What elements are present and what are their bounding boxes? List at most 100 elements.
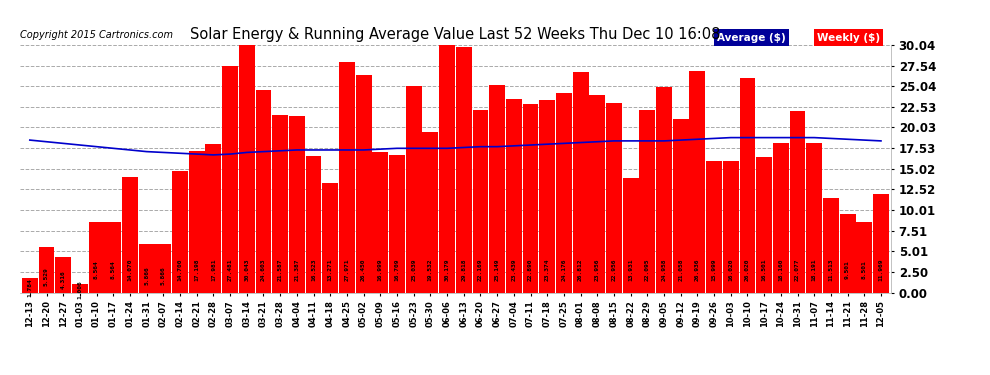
Bar <box>355 75 371 292</box>
Bar <box>773 143 789 292</box>
Bar <box>105 222 121 292</box>
Text: 27.971: 27.971 <box>345 258 349 280</box>
Bar <box>589 95 605 292</box>
Bar <box>239 45 254 292</box>
Text: 17.981: 17.981 <box>211 258 216 280</box>
Bar <box>823 198 839 292</box>
Text: 16.999: 16.999 <box>378 258 383 280</box>
Text: 18.160: 18.160 <box>778 258 783 280</box>
Text: 22.095: 22.095 <box>644 258 649 280</box>
Bar <box>506 99 522 292</box>
Bar <box>623 178 639 292</box>
Text: 17.198: 17.198 <box>194 258 199 280</box>
Text: 23.439: 23.439 <box>511 258 517 280</box>
Bar <box>272 115 288 292</box>
Text: 21.058: 21.058 <box>678 258 683 280</box>
Bar <box>840 214 855 292</box>
Bar <box>55 257 71 292</box>
Bar <box>72 284 88 292</box>
Text: 11.513: 11.513 <box>829 258 834 280</box>
Text: 13.271: 13.271 <box>328 258 333 280</box>
Text: 27.481: 27.481 <box>228 258 233 280</box>
Bar <box>656 87 672 292</box>
Text: 24.958: 24.958 <box>661 258 666 280</box>
Bar <box>572 72 588 292</box>
Bar <box>873 194 889 292</box>
Bar <box>22 278 38 292</box>
Text: 4.316: 4.316 <box>60 271 65 290</box>
Bar <box>556 93 572 292</box>
Bar <box>640 111 655 292</box>
Text: 22.169: 22.169 <box>478 258 483 280</box>
Text: 5.529: 5.529 <box>44 267 49 286</box>
Bar <box>172 171 188 292</box>
Bar <box>523 104 539 292</box>
Text: 26.812: 26.812 <box>578 258 583 280</box>
Bar <box>455 47 471 292</box>
Text: 18.191: 18.191 <box>812 258 817 280</box>
Text: 1.006: 1.006 <box>77 280 82 299</box>
Text: 25.149: 25.149 <box>495 258 500 280</box>
Text: 1.784: 1.784 <box>28 278 33 297</box>
Bar <box>139 244 154 292</box>
Bar <box>723 160 739 292</box>
Text: 23.956: 23.956 <box>595 258 600 280</box>
Text: 16.523: 16.523 <box>311 258 316 280</box>
Bar <box>323 183 339 292</box>
Text: Average ($): Average ($) <box>717 33 785 42</box>
Bar <box>790 111 806 292</box>
Text: 22.956: 22.956 <box>612 258 617 280</box>
Bar <box>472 110 488 292</box>
Text: 16.709: 16.709 <box>394 258 400 280</box>
Text: 16.501: 16.501 <box>761 258 766 280</box>
Text: 15.999: 15.999 <box>712 258 717 280</box>
Bar <box>206 144 222 292</box>
Bar <box>389 155 405 292</box>
Text: 26.936: 26.936 <box>695 258 700 280</box>
Bar <box>423 132 439 292</box>
Bar <box>406 86 422 292</box>
Bar <box>489 85 505 292</box>
Text: Copyright 2015 Cartronics.com: Copyright 2015 Cartronics.com <box>20 30 173 40</box>
Text: 23.374: 23.374 <box>544 258 549 280</box>
Text: 22.077: 22.077 <box>795 258 800 280</box>
Bar <box>856 222 872 292</box>
Bar <box>440 44 455 292</box>
Text: 29.818: 29.818 <box>461 258 466 280</box>
Text: 22.890: 22.890 <box>528 258 533 280</box>
Text: 14.700: 14.700 <box>177 258 182 280</box>
Title: Solar Energy & Running Average Value Last 52 Weeks Thu Dec 10 16:08: Solar Energy & Running Average Value Las… <box>190 27 721 42</box>
Bar <box>155 244 171 292</box>
Bar <box>606 104 622 292</box>
Text: 21.587: 21.587 <box>277 258 283 280</box>
Bar <box>289 116 305 292</box>
Text: 25.039: 25.039 <box>411 258 416 280</box>
Bar <box>122 177 138 292</box>
Bar <box>756 156 772 292</box>
Text: 24.176: 24.176 <box>561 258 566 280</box>
Bar <box>806 142 822 292</box>
Text: 11.969: 11.969 <box>878 258 883 280</box>
Text: 26.020: 26.020 <box>744 258 750 280</box>
Bar <box>222 66 238 292</box>
Text: 16.020: 16.020 <box>729 258 734 280</box>
Text: 5.866: 5.866 <box>145 266 149 285</box>
Text: 21.387: 21.387 <box>294 258 299 280</box>
Text: 8.564: 8.564 <box>111 260 116 279</box>
Bar <box>540 100 555 292</box>
Bar <box>255 90 271 292</box>
Bar <box>89 222 105 292</box>
Bar <box>689 70 705 292</box>
Text: 8.501: 8.501 <box>862 260 867 279</box>
Bar <box>189 151 205 292</box>
Text: 14.070: 14.070 <box>128 258 133 280</box>
Bar <box>39 247 54 292</box>
Bar <box>673 119 689 292</box>
Bar <box>339 62 354 292</box>
Bar <box>740 78 755 292</box>
Text: Weekly ($): Weekly ($) <box>817 33 880 42</box>
Text: 19.532: 19.532 <box>428 258 433 280</box>
Bar <box>372 153 388 292</box>
Text: 30.043: 30.043 <box>245 258 249 280</box>
Bar <box>306 156 322 292</box>
